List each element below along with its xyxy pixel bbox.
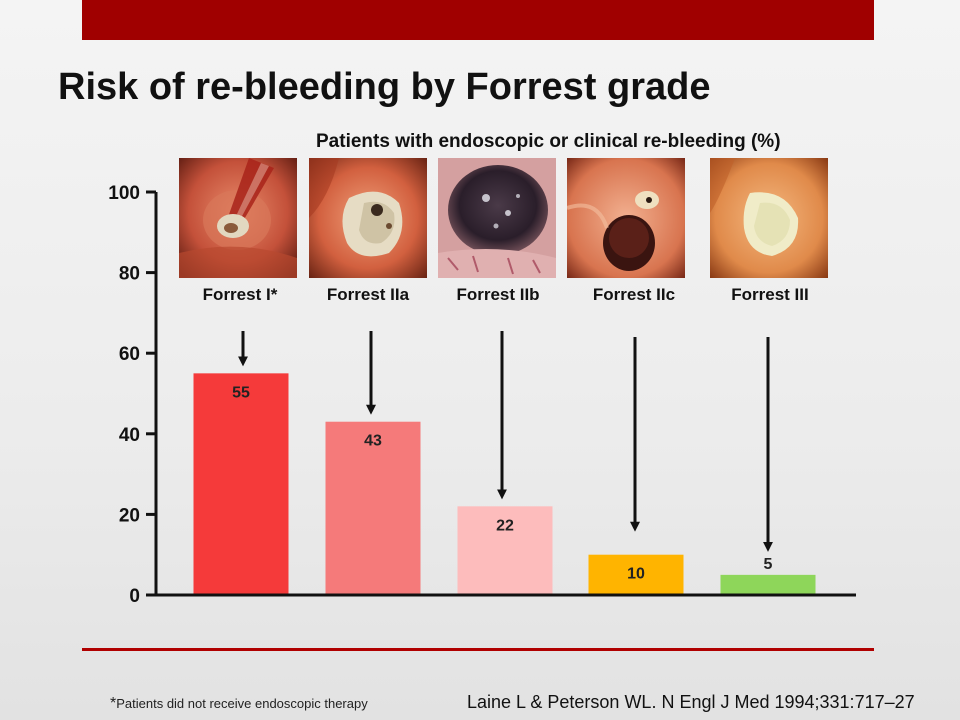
category-label: Forrest IIb <box>456 285 539 304</box>
footnote: *Patients did not receive endoscopic the… <box>110 695 368 713</box>
y-tick-label: 60 <box>119 344 140 365</box>
bottom-rule <box>82 648 874 651</box>
bar-2 <box>457 506 553 595</box>
footnote-text: Patients did not receive endoscopic ther… <box>116 696 368 711</box>
y-tick-label: 0 <box>129 586 140 607</box>
category-label: Forrest III <box>731 285 808 304</box>
citation: Laine L & Peterson WL. N Engl J Med 1994… <box>467 692 915 712</box>
forrest-iii-photo <box>710 158 828 278</box>
category-label: Forrest I* <box>203 285 278 304</box>
slide-title: Risk of re-bleeding by Forrest grade <box>58 66 711 108</box>
forrest-iib-photo <box>438 158 556 278</box>
category-label: Forrest IIa <box>327 285 410 304</box>
bar-4 <box>720 574 816 595</box>
forrest-i-photo <box>179 158 297 278</box>
data-label: 5 <box>764 556 773 573</box>
y-tick-label: 100 <box>108 183 140 204</box>
y-tick-label: 20 <box>119 505 140 526</box>
y-tick-label: 40 <box>119 425 140 446</box>
y-tick-label: 80 <box>119 264 140 285</box>
footnote-marker: * <box>110 695 117 712</box>
forrest-iic-photo <box>567 158 685 278</box>
top-banner <box>82 0 874 40</box>
category-label: Forrest IIc <box>593 285 675 304</box>
chart-title: Patients with endoscopic or clinical re-… <box>316 131 781 152</box>
bar-3 <box>588 554 684 595</box>
forrest-iia-photo <box>309 158 427 278</box>
bar-0 <box>193 373 289 595</box>
data-label: 43 <box>364 433 382 450</box>
data-label: 22 <box>496 517 514 534</box>
data-label: 55 <box>232 384 250 401</box>
data-label: 10 <box>627 566 645 583</box>
bar-1 <box>325 421 421 595</box>
